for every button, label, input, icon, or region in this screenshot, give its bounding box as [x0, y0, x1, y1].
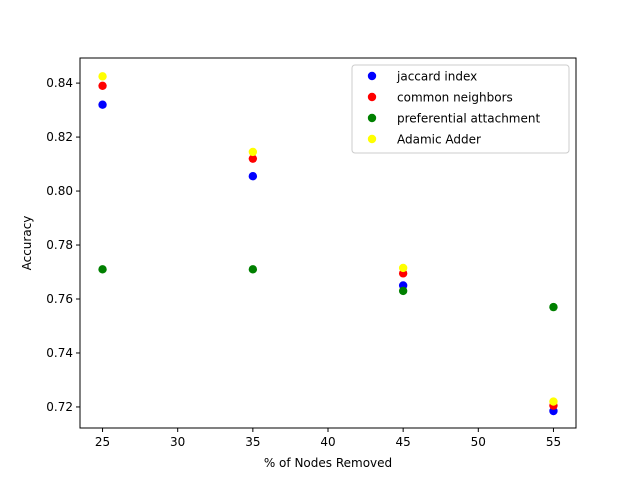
legend-label: Adamic Adder: [397, 133, 481, 147]
y-tick-label: 0.84: [46, 76, 73, 90]
data-points: [98, 72, 558, 416]
legend-box: [351, 64, 570, 154]
y-tick-label: 0.80: [46, 184, 73, 198]
data-point: [248, 147, 258, 157]
x-tick-label: 35: [245, 435, 260, 449]
legend-label: jaccard index: [396, 70, 477, 84]
x-tick-label: 55: [546, 435, 561, 449]
legend: jaccard index common neighbors preferentia…: [351, 64, 570, 154]
x-axis-ticks: 25 30 35 40 45 50 55: [95, 428, 561, 449]
data-point: [98, 81, 107, 90]
x-tick-label: 50: [471, 435, 486, 449]
legend-marker: [367, 92, 377, 102]
data-point: [98, 100, 107, 109]
y-tick-label: 0.78: [46, 238, 73, 252]
y-tick-label: 0.74: [46, 346, 73, 360]
data-point: [549, 302, 558, 312]
legend-label: preferential attachment: [397, 112, 540, 126]
legend-label: common neighbors: [397, 91, 513, 105]
data-point: [398, 263, 408, 273]
plot-frame: [79, 57, 577, 429]
data-point: [98, 72, 107, 81]
data-point: [248, 265, 258, 274]
data-point: [248, 154, 258, 163]
y-axis-ticks: 0.72 0.74 0.76 0.78 0.80 0.82 0.84: [46, 76, 80, 414]
x-tick-label: 40: [320, 435, 335, 449]
data-point: [398, 286, 408, 296]
legend-marker: [367, 134, 377, 144]
legend-marker: [367, 113, 377, 123]
data-point: [98, 265, 107, 274]
x-tick-label: 30: [170, 435, 185, 449]
x-tick-label: 45: [396, 435, 411, 449]
y-tick-label: 0.82: [46, 130, 73, 144]
y-axis-label: Accuracy: [20, 216, 34, 271]
x-tick-label: 25: [95, 435, 110, 449]
data-point: [248, 172, 258, 181]
data-point: [549, 397, 558, 406]
x-axis-label: % of Nodes Removed: [264, 456, 392, 470]
legend-marker: [367, 71, 377, 81]
y-tick-label: 0.72: [46, 400, 73, 414]
y-tick-label: 0.76: [46, 292, 73, 306]
